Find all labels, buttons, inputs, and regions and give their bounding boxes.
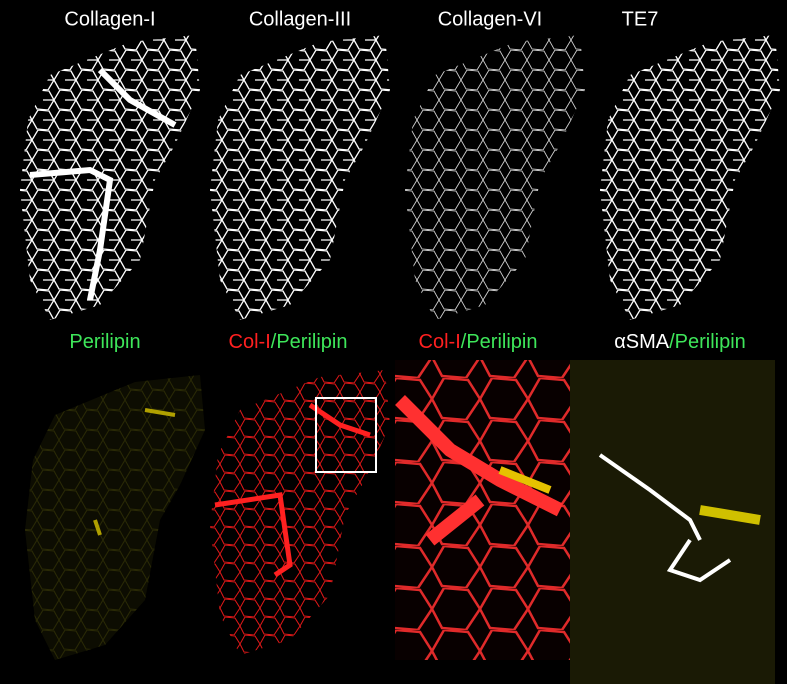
zoom-box [315,397,377,473]
image-col1-perilipin [210,370,390,655]
panel-label: Col-I/Perilipin [229,331,348,353]
panel-label: Perilipin [69,331,140,353]
panel-label: Collagen-I [64,8,155,30]
image-col1-perilipin-zoom [395,360,570,660]
panel-label: Collagen-III [249,8,351,30]
bottom-images [25,360,775,684]
image-collagen-3 [200,30,400,330]
image-collagen-6 [405,35,585,320]
panel-label: Collagen-VI [438,8,543,30]
panel-label: TE7 [622,8,659,30]
bottom-labels: Perilipin Col-I/Perilipin Col-I/Perilipi… [69,331,745,353]
image-collagen-1 [10,30,210,330]
panel-label: Col-I/Perilipin [419,331,538,353]
top-labels: Collagen-I Collagen-III Collagen-VI TE7 [64,8,658,30]
panel-label: αSMA/Perilipin [614,331,746,353]
image-perilipin [25,375,205,660]
image-asma-perilipin [570,360,775,684]
top-images [10,30,787,330]
image-te7 [590,30,787,330]
